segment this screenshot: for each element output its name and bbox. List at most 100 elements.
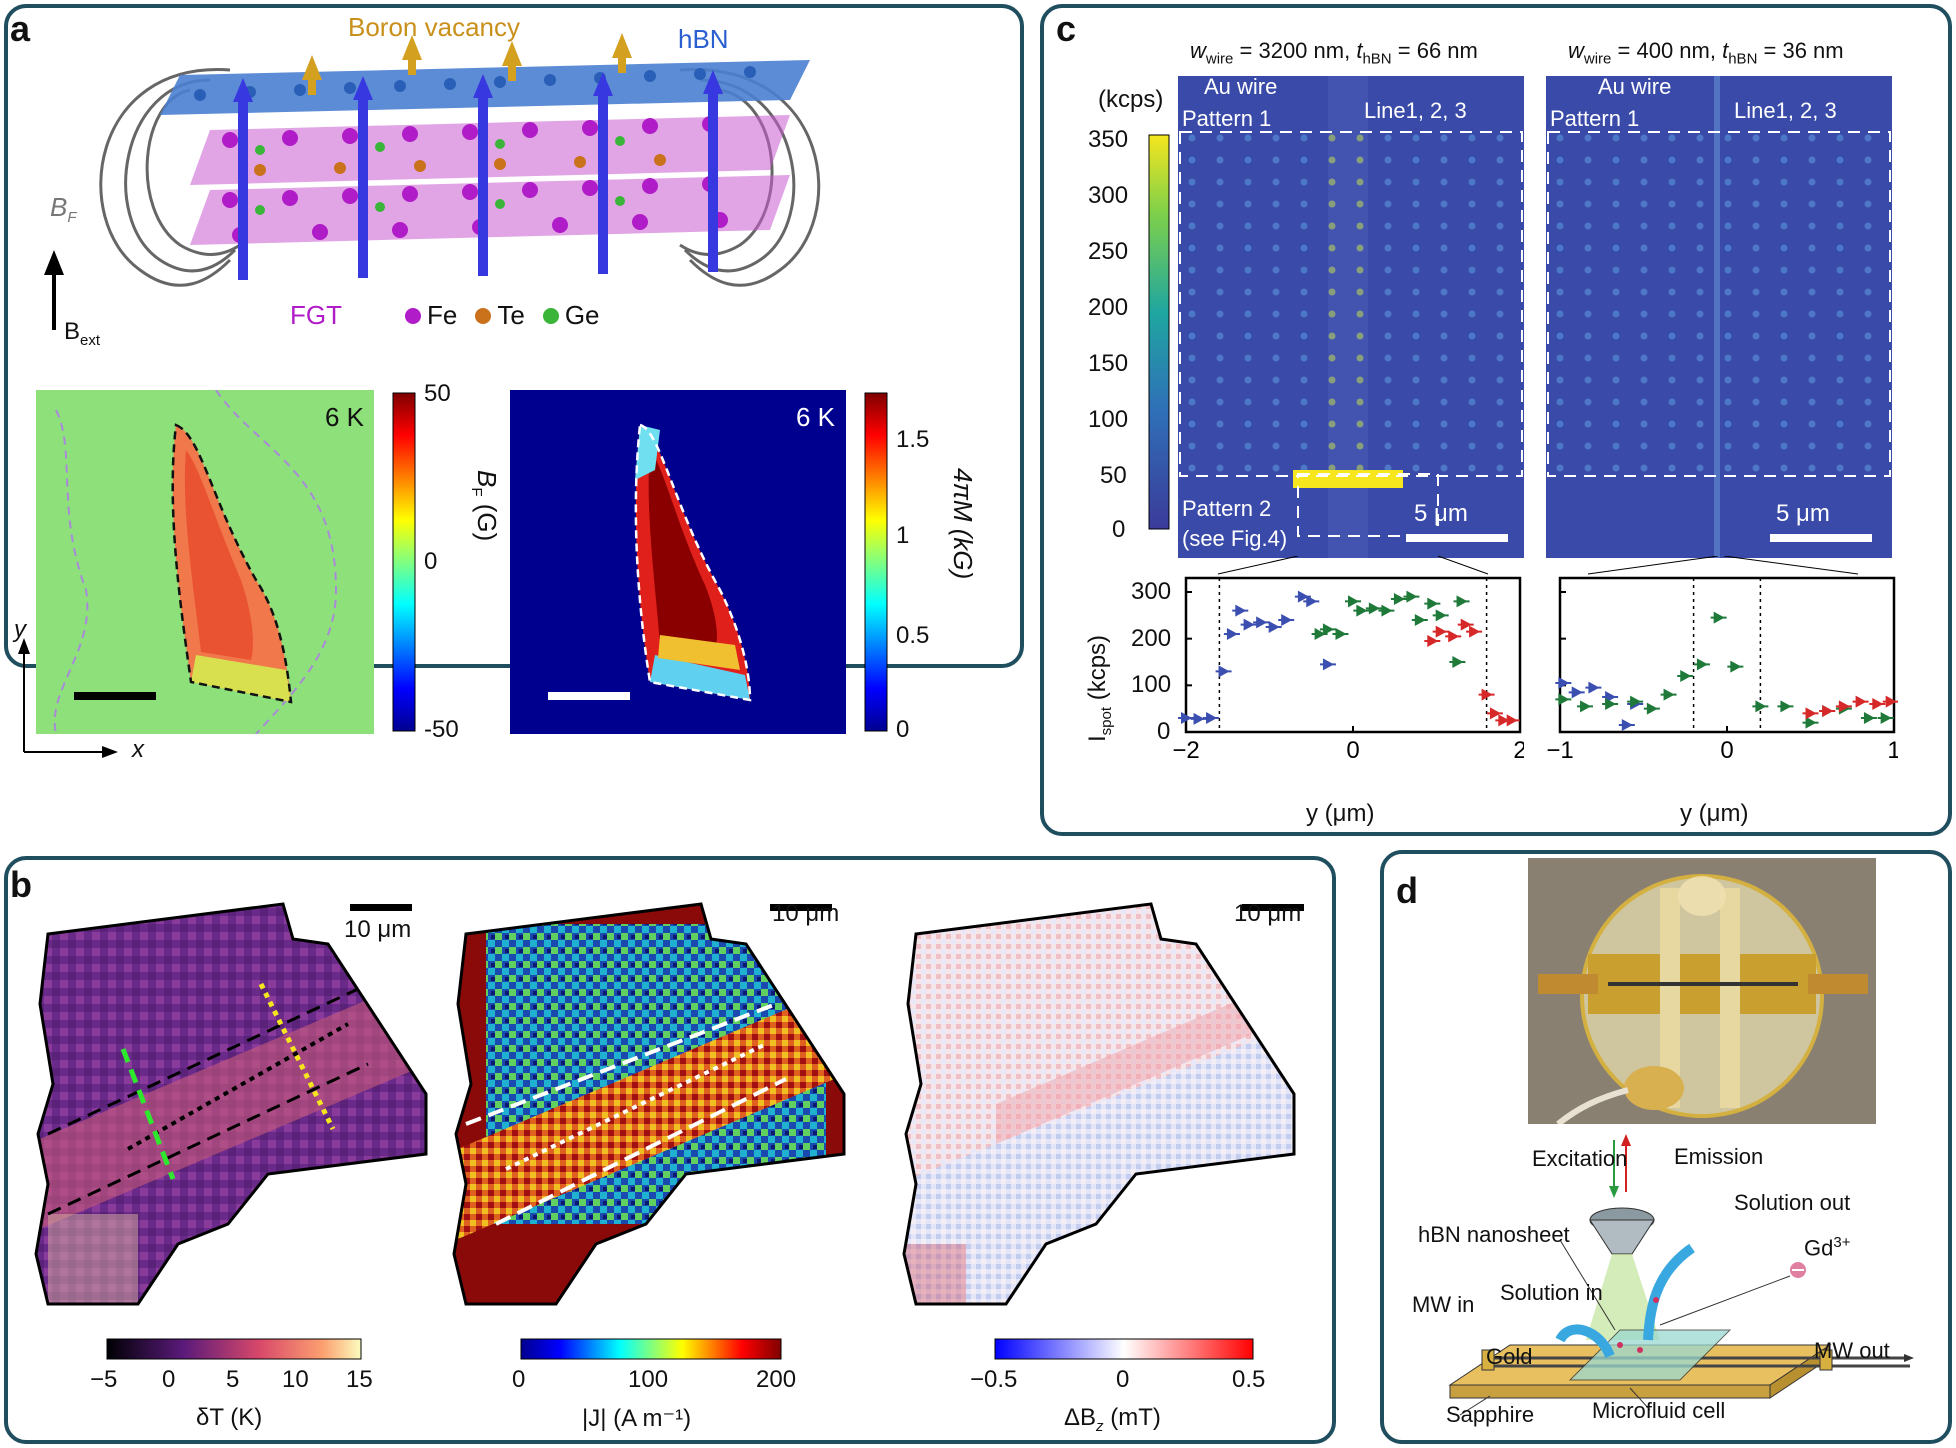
odmr-spot (1808, 134, 1816, 142)
odmr-spot (1440, 442, 1448, 450)
odmr-spot (1556, 266, 1564, 274)
odmr-spot (1412, 442, 1420, 450)
odmr-spot (1244, 376, 1252, 384)
odmr-spot (1272, 332, 1280, 340)
odmr-spot (1808, 310, 1816, 318)
c-chart-xlabel-right: y (μm) (1680, 800, 1749, 827)
legend-ge: Ge (542, 300, 600, 331)
odmr-spot (1244, 310, 1252, 318)
odmr-spot (1188, 134, 1196, 142)
odmr-spot (1640, 442, 1648, 450)
odmr-spot (1272, 134, 1280, 142)
odmr-spot (1244, 134, 1252, 142)
odmr-spot (1216, 178, 1224, 186)
odmr-spot (1864, 332, 1872, 340)
odmr-spot (1612, 398, 1620, 406)
c-cbar-tick-50: 50 (1100, 462, 1127, 489)
odmr-spot (1468, 156, 1476, 164)
emission-label: Emission (1674, 1144, 1764, 1169)
odmr-spot (1216, 266, 1224, 274)
odmr-spot (1244, 200, 1252, 208)
data-point (1181, 712, 1192, 724)
panel-a-label: a (10, 8, 31, 49)
pattern2-label: Pattern 2 (1182, 496, 1272, 521)
odmr-spot (1216, 156, 1224, 164)
data-point (1838, 700, 1850, 713)
odmr-spot (1836, 200, 1844, 208)
odmr-spot (1752, 288, 1760, 296)
boron-vacancy-label: Boron vacancy (348, 12, 520, 42)
microfluidic-schematic (1448, 1134, 1914, 1416)
data-point (1427, 597, 1439, 610)
odmr-spot (1724, 156, 1732, 164)
odmr-spot (1496, 332, 1504, 340)
odmr-spot (1696, 376, 1704, 384)
odmr-spot (1808, 332, 1816, 340)
c-cbar-tick-200: 200 (1088, 294, 1129, 321)
odmr-spot (1300, 464, 1308, 472)
odmr-spot (1556, 398, 1564, 406)
m-cbar-label: 4πM (kG) (948, 468, 978, 580)
odmr-spot (1640, 200, 1648, 208)
bz-colorbar (994, 1338, 1254, 1360)
odmr-spot (1216, 244, 1224, 252)
odmr-spot (1640, 244, 1648, 252)
y-tick-label: 0 (1157, 718, 1171, 745)
odmr-spot (1468, 134, 1476, 142)
odmr-spot (1584, 244, 1592, 252)
odmr-spot (1556, 354, 1564, 362)
odmr-spot (1440, 244, 1448, 252)
b-scalebar-1: 10 μm (344, 916, 412, 943)
odmr-spot (1412, 420, 1420, 428)
panel-c-title-right: wwire = 400 nm, thBN = 36 nm (1568, 38, 1844, 68)
odmr-spot (1412, 134, 1420, 142)
odmr-spot (1864, 464, 1872, 472)
data-point (1393, 593, 1405, 605)
odmr-spot (1640, 464, 1648, 472)
odmr-spot (1496, 266, 1504, 274)
odmr-spot (1556, 332, 1564, 340)
odmr-spot (1440, 332, 1448, 340)
panel-b-label: b (10, 864, 32, 905)
odmr-spot (1440, 178, 1448, 186)
odmr-spot (1188, 178, 1196, 186)
odmr-spot (1556, 420, 1564, 428)
odmr-spot (1668, 398, 1676, 406)
odmr-spot (1752, 178, 1760, 186)
odmr-spot (1384, 464, 1392, 472)
data-point (1885, 695, 1897, 708)
odmr-spot (1696, 354, 1704, 362)
excitation-label: Excitation (1532, 1146, 1628, 1171)
odmr-spot (1696, 134, 1704, 142)
bf-label: BF (50, 192, 77, 227)
pattern1-label-left: Pattern 1 (1182, 106, 1272, 131)
dt-tick-0: 0 (162, 1366, 176, 1393)
odmr-spot (1836, 376, 1844, 384)
odmr-spot (1216, 398, 1224, 406)
data-point (1322, 623, 1334, 636)
odmr-spot (1612, 134, 1620, 142)
hbn-nanosheet-label: hBN nanosheet (1418, 1222, 1570, 1247)
odmr-spot (1668, 266, 1676, 274)
m-cbar-tick-1: 1 (896, 522, 910, 549)
odmr-spot (1836, 420, 1844, 428)
data-point (1256, 616, 1268, 629)
odmr-spot (1188, 464, 1196, 472)
magnetization-colorbar (864, 392, 888, 732)
odmr-spot (1696, 200, 1704, 208)
odmr-spot (1468, 376, 1476, 384)
data-point (1730, 660, 1742, 673)
odmr-spot (1300, 354, 1308, 362)
odmr-spot (1556, 134, 1564, 142)
odmr-spot (1272, 310, 1280, 318)
odmr-spot (1640, 134, 1648, 142)
odmr-spot (1440, 464, 1448, 472)
odmr-spot (1668, 442, 1676, 450)
odmr-spot (1696, 442, 1704, 450)
odmr-spot (1668, 332, 1676, 340)
odmr-spot (1188, 420, 1196, 428)
odmr-spot (1216, 442, 1224, 450)
data-point (1571, 686, 1583, 699)
odmr-spot (1496, 244, 1504, 252)
data-point (1696, 658, 1708, 671)
